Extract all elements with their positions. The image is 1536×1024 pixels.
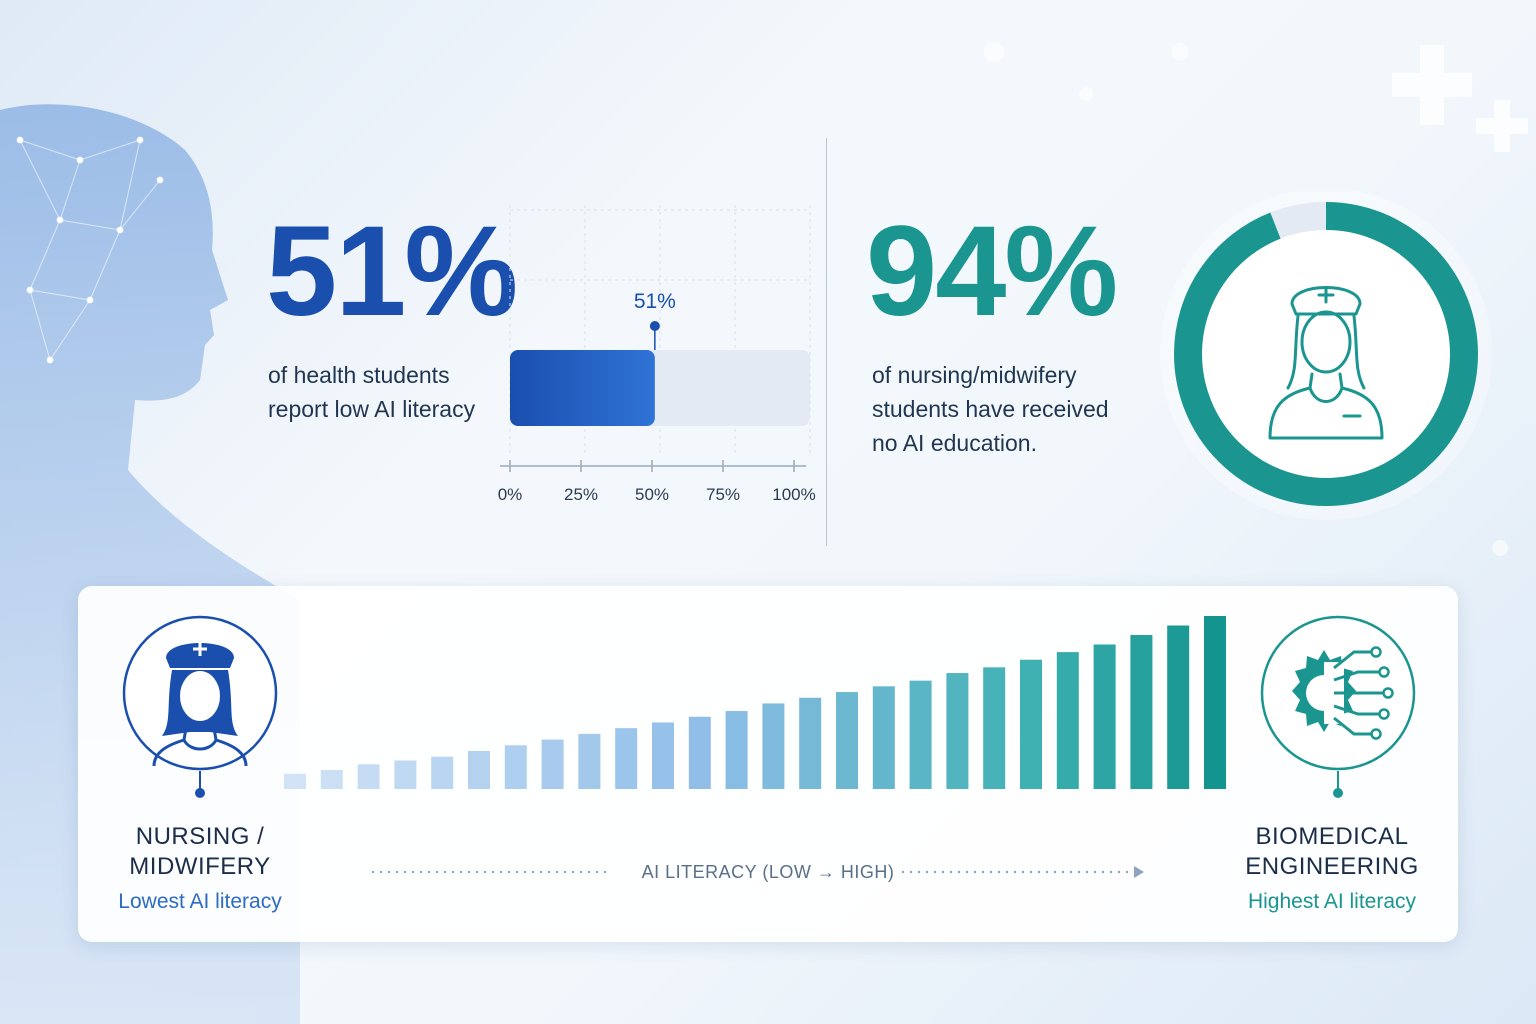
literacy-bar	[983, 667, 1006, 789]
low-ai-literacy-description: of health students report low AI literac…	[268, 358, 508, 426]
literacy-bar	[688, 716, 711, 789]
ai-literacy-comparison-panel: NURSING / MIDWIFERY Lowest AI literacy B…	[78, 586, 1458, 942]
literacy-bar	[615, 728, 638, 789]
literacy-bar	[320, 769, 343, 789]
donut-slice-6	[1174, 202, 1478, 506]
gear-circuit-icon	[1292, 646, 1394, 740]
literacy-bar	[468, 750, 490, 789]
literacy-bar	[762, 703, 785, 789]
literacy-bar	[725, 711, 748, 789]
lowest-ai-literacy-label: Lowest AI literacy	[118, 890, 282, 913]
x-tick-label: 100%	[772, 485, 815, 504]
ai-literacy-gradient-chart	[122, 615, 1416, 878]
low-ai-literacy-bar-chart: 51% 0% 25% 50% 75% 100%	[498, 205, 816, 504]
literacy-bar	[1020, 659, 1042, 789]
bar-data-label: 51%	[634, 290, 676, 313]
literacy-bar	[431, 756, 454, 789]
literacy-bar	[1204, 616, 1226, 789]
literacy-bar	[836, 692, 858, 789]
x-tick-label: 25%	[564, 485, 598, 504]
right-endpoint-dot	[1333, 788, 1343, 798]
literacy-bar	[1130, 635, 1153, 789]
x-tick-label: 0%	[498, 485, 523, 504]
biomedical-label-line2: ENGINEERING	[1245, 853, 1419, 880]
literacy-bar	[872, 686, 895, 789]
nursing-label-line2: MIDWIFERY	[129, 853, 271, 880]
section-divider	[826, 138, 827, 546]
no-ai-education-line3: no AI education.	[872, 430, 1037, 456]
x-tick-label: 75%	[706, 485, 740, 504]
data-label-dot	[649, 321, 660, 331]
literacy-bar	[578, 733, 601, 789]
no-ai-education-description: of nursing/midwifery students have recei…	[872, 358, 1132, 460]
highest-ai-literacy-label: Highest AI literacy	[1247, 890, 1417, 913]
literacy-bar	[909, 680, 932, 789]
no-ai-education-percent: 94%	[866, 200, 1118, 343]
donut-center	[1202, 230, 1450, 478]
no-ai-education-line2: students have received	[872, 396, 1109, 422]
low-ai-literacy-line1: of health students	[268, 362, 450, 388]
literacy-bar	[357, 764, 380, 789]
nurse-icon	[152, 642, 248, 767]
literacy-bar	[541, 739, 564, 789]
bar-fill-51	[510, 350, 655, 426]
literacy-bar	[284, 773, 306, 789]
literacy-bar	[1056, 652, 1079, 789]
literacy-bar	[799, 697, 822, 789]
nurse-icon	[1268, 286, 1384, 440]
literacy-bar	[1167, 625, 1190, 789]
nursing-label-line1: NURSING /	[135, 823, 265, 850]
low-ai-literacy-percent: 51%	[266, 200, 518, 343]
x-tick-label: 50%	[635, 485, 669, 504]
literacy-bar	[394, 760, 417, 789]
literacy-bar	[652, 722, 674, 789]
literacy-bar	[946, 673, 969, 789]
left-endpoint-dot	[195, 788, 205, 798]
axis-arrow-icon	[1134, 866, 1144, 878]
ai-literacy-axis-label: AI LITERACY (LOW → HIGH)	[641, 862, 895, 882]
biomedical-engineering-label: BIOMEDICAL ENGINEERING	[1226, 822, 1438, 882]
no-ai-education-donut-chart	[1160, 190, 1492, 520]
literacy-bar	[1093, 644, 1116, 789]
nursing-midwifery-label: NURSING / MIDWIFERY	[108, 822, 292, 882]
literacy-bar	[504, 745, 527, 789]
biomedical-label-line1: BIOMEDICAL	[1255, 823, 1409, 850]
no-ai-education-line1: of nursing/midwifery	[872, 362, 1077, 388]
low-ai-literacy-line2: report low AI literacy	[268, 396, 476, 422]
